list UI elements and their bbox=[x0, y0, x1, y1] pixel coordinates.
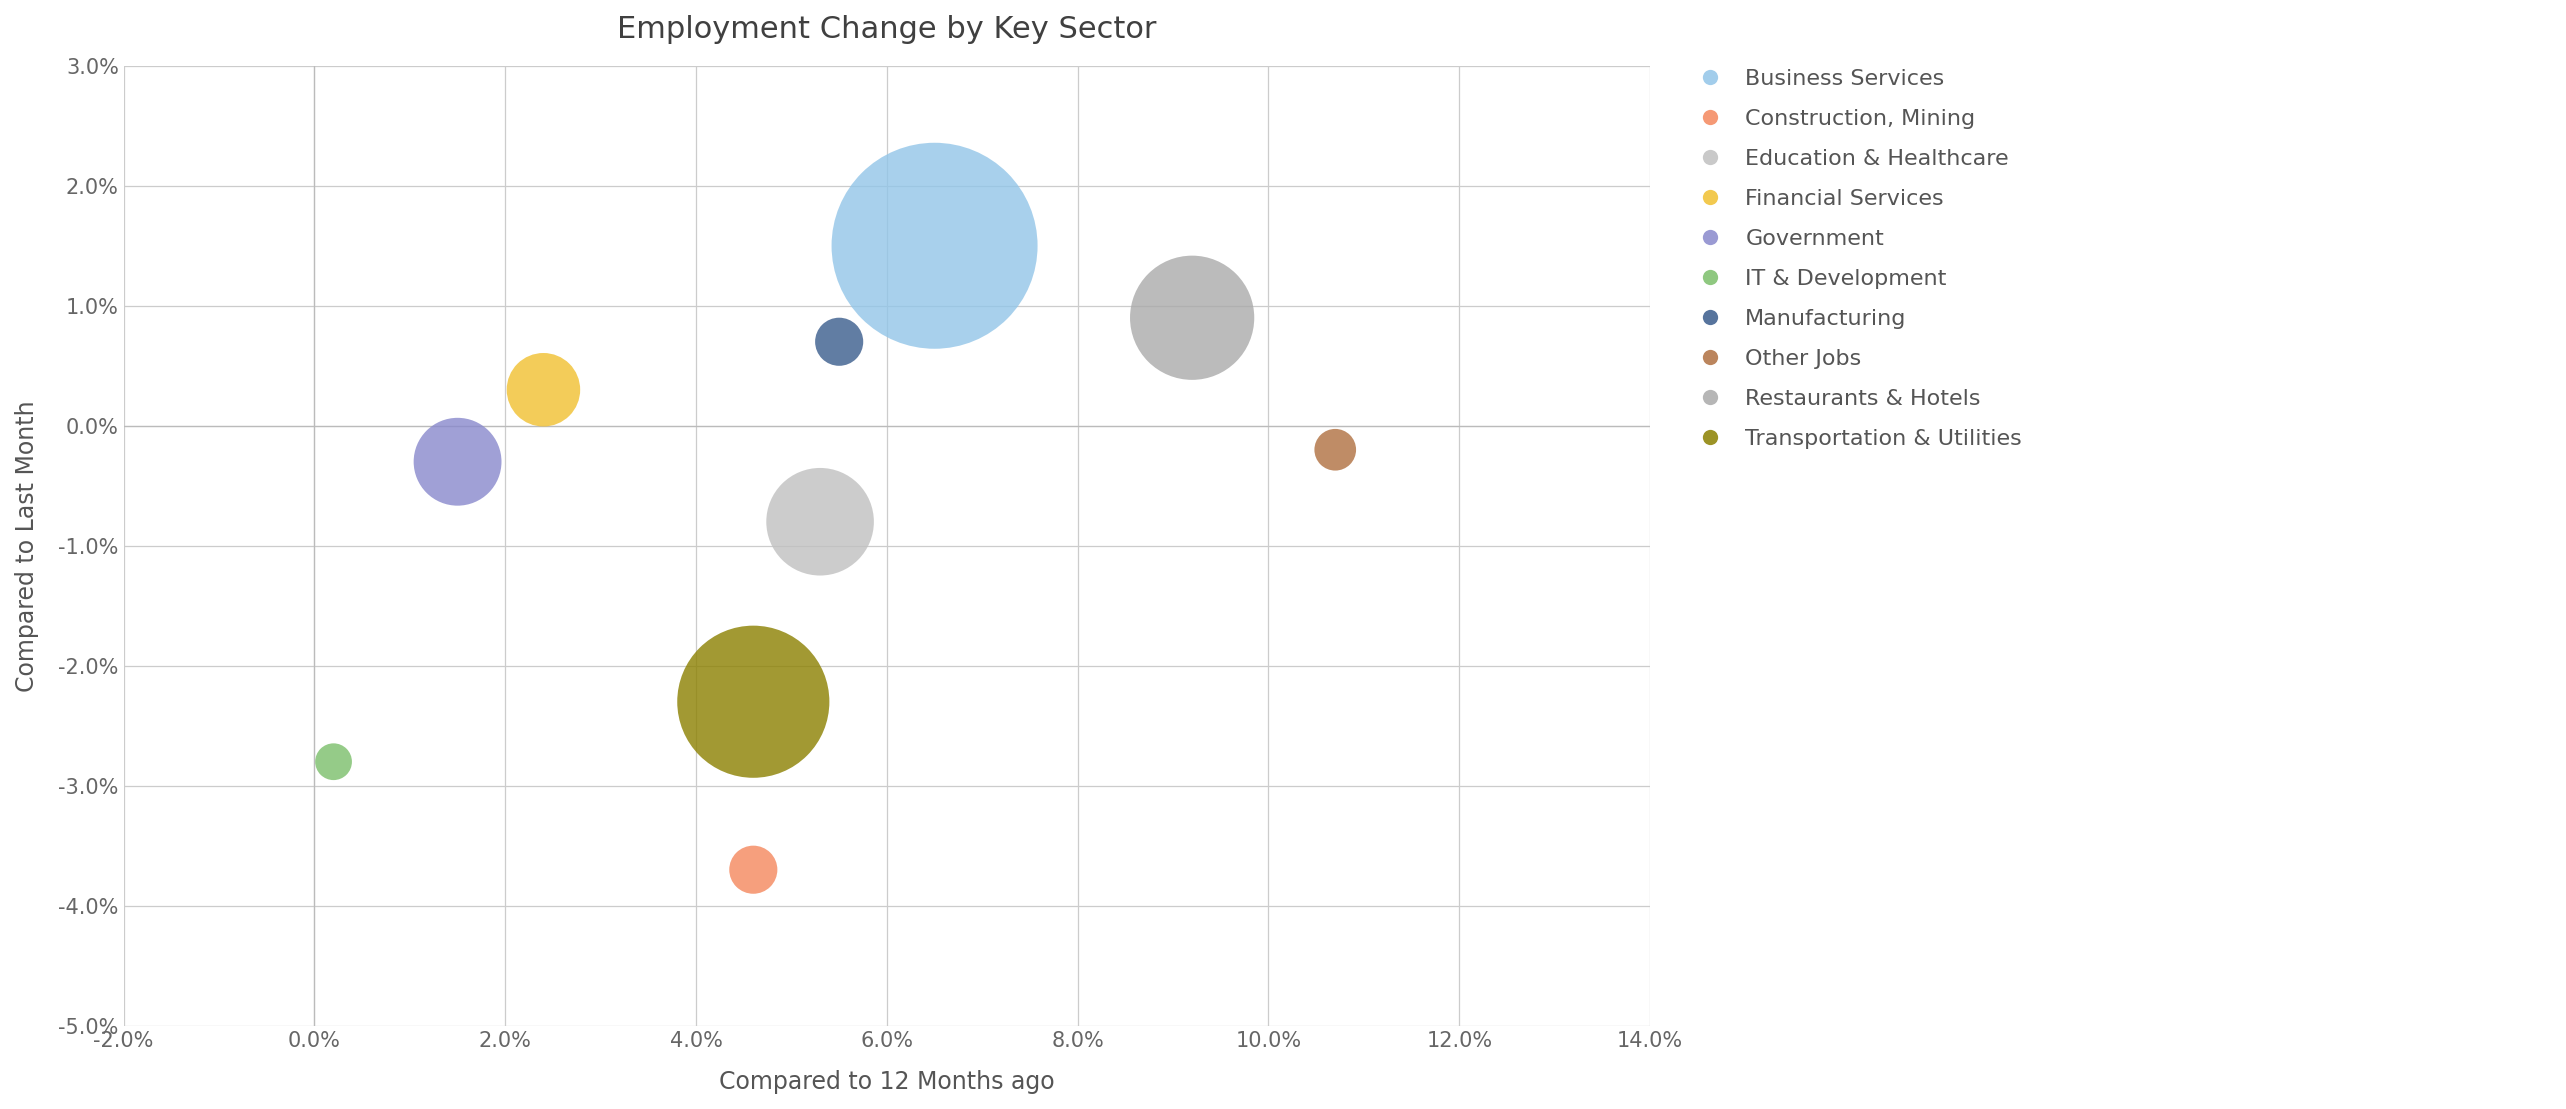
Point bbox=[313, 753, 354, 771]
X-axis label: Compared to 12 Months ago: Compared to 12 Months ago bbox=[718, 1070, 1055, 1093]
Point bbox=[734, 693, 775, 711]
Point bbox=[734, 861, 775, 878]
Point bbox=[801, 512, 842, 530]
Point bbox=[819, 333, 860, 350]
Point bbox=[913, 237, 955, 255]
Y-axis label: Compared to Last Month: Compared to Last Month bbox=[15, 400, 38, 692]
Point bbox=[1314, 441, 1355, 459]
Point bbox=[1173, 309, 1214, 327]
Point bbox=[523, 380, 565, 398]
Legend: Business Services, Construction, Mining, Education & Healthcare, Financial Servi: Business Services, Construction, Mining,… bbox=[1676, 58, 2032, 460]
Title: Employment Change by Key Sector: Employment Change by Key Sector bbox=[616, 16, 1157, 44]
Point bbox=[436, 452, 477, 470]
